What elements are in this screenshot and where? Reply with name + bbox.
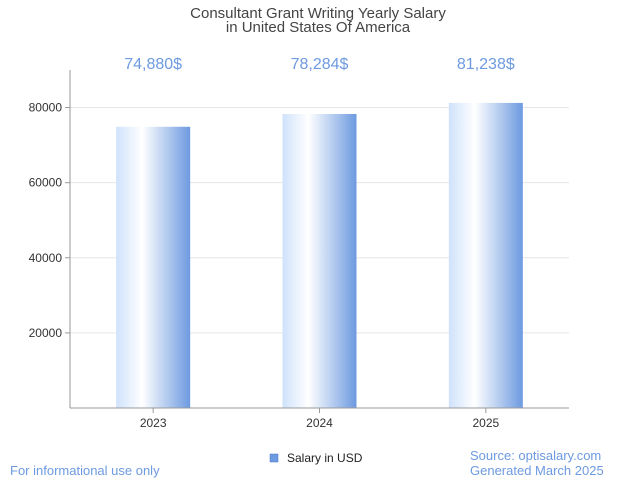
x-tick-label-2025: 2025 <box>472 416 499 430</box>
data-labels: 74,880$ 78,284$ 81,238$ <box>124 56 515 73</box>
bar-2023[interactable] <box>116 126 191 408</box>
data-label-2024: 78,284$ <box>291 56 349 73</box>
y-tick-label: 60000 <box>29 176 63 190</box>
legend-label: Salary in USD <box>287 451 363 465</box>
source-block: Source: optisalary.com Generated March 2… <box>470 448 604 478</box>
y-tick-label: 20000 <box>29 326 63 340</box>
bars <box>116 102 523 408</box>
data-label-2025: 81,238$ <box>457 56 515 73</box>
y-tick-label: 80000 <box>29 101 63 115</box>
x-axis-ticks: 2023 2024 2025 <box>140 408 500 430</box>
chart-title: Consultant Grant Writing Yearly Salary <box>190 5 446 22</box>
legend[interactable]: Salary in USD <box>269 451 363 465</box>
legend-swatch <box>269 453 279 463</box>
y-tick-label: 40000 <box>29 251 63 265</box>
bar-2024[interactable] <box>282 114 357 408</box>
generated-date: Generated March 2025 <box>470 463 604 478</box>
chart-subtitle: in United States Of America <box>226 19 411 36</box>
disclaimer-text: For informational use only <box>10 463 160 478</box>
x-tick-label-2023: 2023 <box>140 416 167 430</box>
x-tick-label-2024: 2024 <box>306 416 333 430</box>
data-label-2023: 74,880$ <box>124 56 182 73</box>
y-axis-ticks: 20000 40000 60000 80000 <box>29 101 70 340</box>
source-link[interactable]: Source: optisalary.com <box>470 448 602 463</box>
bar-2025[interactable] <box>448 102 523 408</box>
